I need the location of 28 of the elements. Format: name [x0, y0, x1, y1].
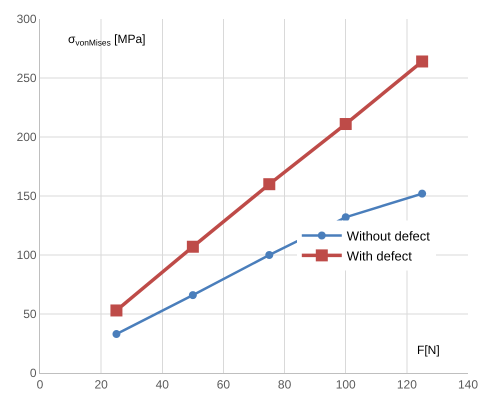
point	[188, 291, 197, 300]
y-tick-label: 250	[16, 71, 37, 86]
x-tick-label: 40	[156, 377, 170, 392]
point	[416, 55, 428, 68]
point	[342, 213, 350, 222]
y-tick-label: 200	[16, 130, 37, 144]
legend-label: With defect	[346, 248, 412, 264]
x-tick-label: 60	[216, 377, 230, 392]
x-tick-label: 140	[458, 377, 478, 392]
point	[263, 178, 276, 190]
x-tick-label: 20	[94, 377, 108, 392]
point	[112, 330, 120, 338]
point	[418, 190, 426, 198]
legend-label: Without defect	[346, 228, 430, 244]
y-tick-label: 300	[16, 12, 37, 26]
point	[340, 118, 352, 130]
y-tick-label: 0	[30, 366, 37, 380]
point	[186, 240, 199, 253]
y-tick-label: 100	[16, 248, 37, 262]
x-axis-title: F[N]	[417, 343, 440, 357]
point	[265, 251, 274, 259]
point	[110, 304, 122, 316]
y-axis-title: σ$_{vonMises}$ [MPa]	[68, 32, 146, 48]
y-tick-label: 150	[16, 189, 37, 204]
y-tick-label: 50	[23, 307, 37, 322]
x-tick-label: 100	[336, 377, 356, 392]
x-tick-label: 120	[396, 377, 418, 392]
x-tick-label: 80	[278, 377, 292, 392]
